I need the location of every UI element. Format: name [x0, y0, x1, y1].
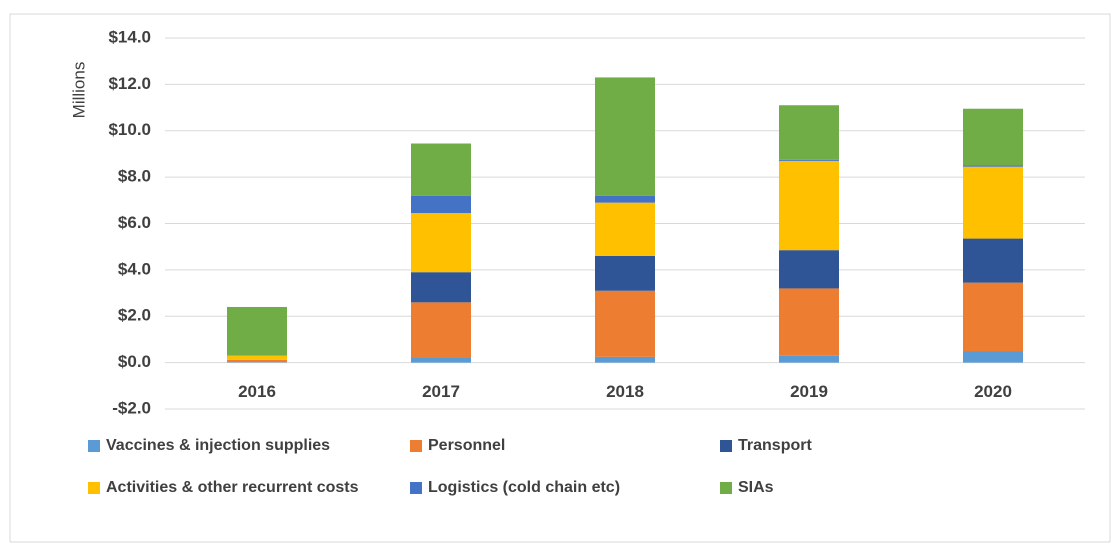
bar-segment [779, 355, 839, 363]
legend-label: Vaccines & injection supplies [106, 437, 330, 454]
legend-swatch [410, 440, 422, 452]
bar-segment [779, 159, 839, 161]
y-tick-label: $8.0 [118, 167, 151, 186]
bar-segment [595, 356, 655, 363]
legend-swatch [410, 482, 422, 494]
bar-segment [779, 250, 839, 289]
chart-border [9, 13, 1111, 543]
bar-segment [227, 359, 287, 363]
x-tick-label: 2017 [422, 382, 460, 401]
legend-swatch [88, 482, 100, 494]
legend-label: Personnel [428, 437, 505, 454]
bar-segment [779, 105, 839, 160]
bar-segment [595, 195, 655, 203]
y-tick-label: -$2.0 [112, 398, 151, 417]
x-tick-label: 2019 [790, 382, 828, 401]
bar-segment [227, 306, 287, 356]
bar-segment [595, 290, 655, 357]
y-tick-label: $6.0 [118, 213, 151, 232]
bar-segment [963, 166, 1023, 239]
y-tick-label: $4.0 [118, 259, 151, 278]
bar-segment [779, 288, 839, 356]
x-tick-label: 2016 [238, 382, 276, 401]
legend-label: Transport [738, 437, 812, 454]
bar-segment [227, 355, 287, 360]
legend-label: Activities & other recurrent costs [106, 479, 359, 496]
y-tick-label: $10.0 [108, 120, 151, 139]
bar-segment [963, 351, 1023, 363]
bar-segment [963, 165, 1023, 167]
bar-segment [779, 160, 839, 251]
bar-segment [963, 282, 1023, 352]
bar-segment [411, 213, 471, 273]
bar-segment [411, 357, 471, 363]
bar-segment [411, 195, 471, 214]
y-tick-label: $0.0 [118, 352, 151, 371]
y-tick-label: $2.0 [118, 306, 151, 325]
y-tick-label: $12.0 [108, 74, 151, 93]
bar-segment [411, 302, 471, 358]
bar-segment [595, 202, 655, 256]
legend-label: Logistics (cold chain etc) [428, 479, 620, 496]
y-tick-label: $14.0 [108, 27, 151, 46]
bar-segment [411, 272, 471, 303]
legend-swatch [88, 440, 100, 452]
x-tick-label: 2020 [974, 382, 1012, 401]
bar-segment [595, 255, 655, 291]
legend-label: SIAs [738, 479, 774, 496]
legend-swatch [720, 482, 732, 494]
bar-segment [963, 238, 1023, 283]
y-axis-title: Millions [69, 62, 88, 119]
legend-swatch [720, 440, 732, 452]
bar-segment [411, 143, 471, 196]
bar-segment [595, 77, 655, 196]
bar-segment [963, 108, 1023, 166]
x-tick-label: 2018 [606, 382, 644, 401]
